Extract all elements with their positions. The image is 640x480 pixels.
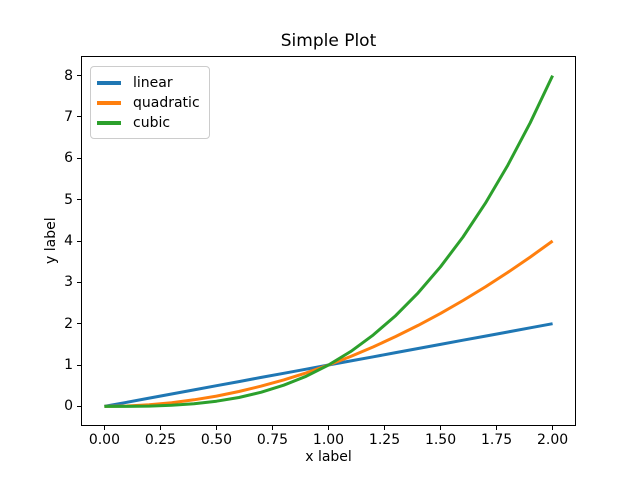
y-tick-mark-7 [77,116,81,118]
y-tick-mark-5 [77,199,81,201]
legend-item-quadratic: quadratic [97,93,200,113]
legend-label-quadratic: quadratic [133,94,200,111]
y-tick-mark-1 [77,364,81,366]
plot-area: linear quadratic cubic [81,56,576,426]
x-tick-label-0.50: 0.50 [200,432,233,448]
x-tick-mark-0.00 [103,426,105,430]
y-tick-label-4: 4 [64,233,73,249]
y-tick-label-1: 1 [64,357,73,374]
y-tick-mark-6 [77,157,81,159]
x-tick-mark-0.75 [271,426,273,430]
legend-swatch-quadratic [97,101,121,105]
y-tick-label-6: 6 [64,150,73,167]
y-tick-mark-4 [77,240,81,242]
legend-item-linear: linear [97,73,200,93]
x-axis-label: x label [305,449,352,465]
y-tick-mark-3 [77,281,81,283]
x-tick-mark-1.00 [328,426,329,430]
x-tick-label-1.75: 1.75 [480,432,513,448]
legend-label-linear: linear [133,74,173,91]
legend-swatch-linear [97,81,121,85]
plot-lines-canvas [104,74,554,408]
y-tick-mark-8 [77,75,81,77]
x-tick-label-1.25: 1.25 [368,432,401,448]
y-tick-mark-2 [77,323,81,325]
x-tick-label-2.00: 2.00 [536,432,569,448]
line-quadratic [104,239,554,408]
x-tick-label-1.50: 1.50 [424,432,457,448]
x-tick-label-0.25: 0.25 [144,432,177,448]
legend: linear quadratic cubic [90,66,210,139]
line-cubic [104,74,554,408]
x-tick-label-0.75: 0.75 [256,432,289,448]
y-tick-label-2: 2 [64,315,73,332]
x-tick-mark-2.00 [552,426,554,430]
y-tick-label-8: 8 [64,67,73,84]
x-tick-label-0.00: 0.00 [88,432,120,448]
y-tick-mark-0 [77,405,81,407]
x-tick-mark-1.50 [440,426,442,430]
y-tick-label-5: 5 [64,191,73,208]
x-tick-mark-0.50 [215,426,217,430]
x-tick-mark-0.25 [159,426,161,430]
x-tick-mark-1.25 [384,426,386,430]
legend-item-cubic: cubic [97,113,200,133]
y-tick-label-3: 3 [64,274,73,291]
x-tick-label-1.00: 1.00 [312,432,345,448]
legend-label-cubic: cubic [133,114,171,131]
y-tick-label-0: 0 [64,398,73,415]
y-tick-label-7: 7 [64,108,73,125]
chart-title: Simple Plot [280,31,377,51]
x-tick-mark-1.75 [496,426,498,430]
legend-swatch-cubic [97,121,121,125]
